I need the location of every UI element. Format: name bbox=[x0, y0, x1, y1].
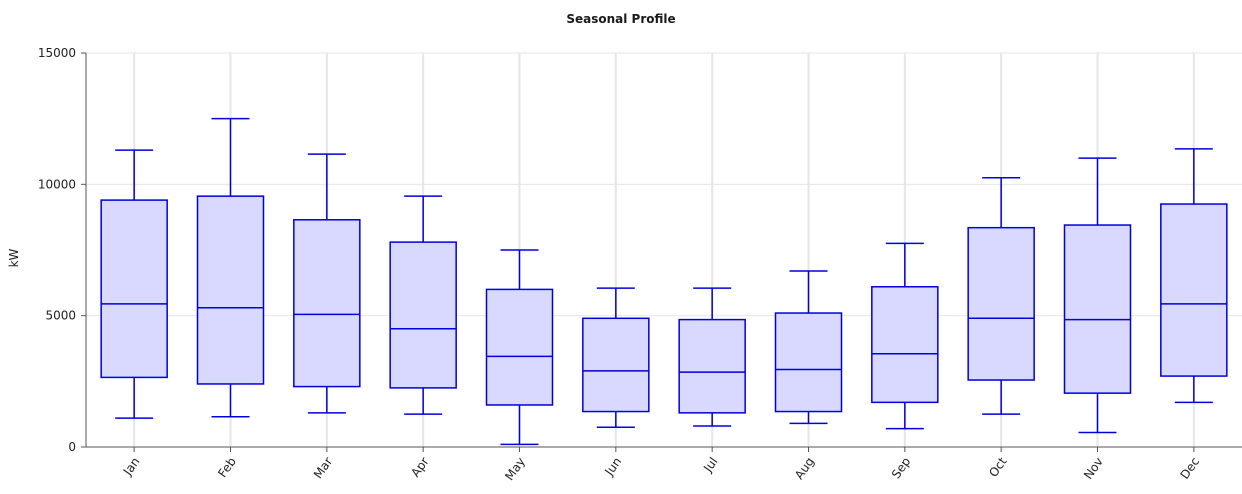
box-jun bbox=[582, 287, 650, 429]
x-tick-label: Feb bbox=[215, 455, 239, 480]
box-layer bbox=[100, 117, 1228, 446]
x-tick-label: Mar bbox=[311, 455, 335, 482]
box-nov bbox=[1063, 157, 1132, 434]
x-tick-label: Dec bbox=[1177, 455, 1202, 482]
x-tick-label: Oct bbox=[986, 454, 1010, 479]
y-axis-label: kW bbox=[7, 248, 21, 267]
x-tick-label: Aug bbox=[792, 455, 817, 482]
y-tick-label: 10000 bbox=[38, 177, 76, 191]
box-oct bbox=[967, 177, 1035, 415]
axis-layer bbox=[81, 52, 1242, 452]
iqr-box bbox=[196, 195, 265, 385]
box-mar bbox=[293, 153, 361, 414]
x-tick-label: Jan bbox=[120, 455, 143, 479]
x-tick-label: Jul bbox=[700, 455, 720, 476]
box-may bbox=[485, 249, 554, 446]
box-jul bbox=[678, 287, 746, 427]
box-jan bbox=[100, 149, 168, 419]
x-tick-label: Nov bbox=[1081, 455, 1106, 482]
iqr-box bbox=[967, 226, 1035, 381]
box-apr bbox=[389, 195, 457, 415]
x-tick-label: May bbox=[502, 455, 528, 483]
y-tick-label: 0 bbox=[68, 440, 76, 454]
iqr-box bbox=[100, 199, 168, 379]
y-tick-label: 15000 bbox=[38, 46, 76, 60]
chart-title: Seasonal Profile bbox=[566, 12, 676, 26]
iqr-box bbox=[774, 312, 843, 413]
x-tick-label: Sep bbox=[889, 455, 913, 482]
iqr-box bbox=[1063, 224, 1132, 394]
x-tick-label: Apr bbox=[408, 455, 431, 480]
iqr-box bbox=[1160, 203, 1228, 377]
box-feb bbox=[196, 117, 265, 418]
iqr-box bbox=[678, 318, 746, 414]
iqr-box bbox=[389, 241, 457, 389]
iqr-box bbox=[582, 317, 650, 413]
box-aug bbox=[774, 270, 843, 425]
box-dec bbox=[1160, 148, 1228, 404]
box-sep bbox=[871, 242, 939, 430]
iqr-box bbox=[485, 288, 554, 406]
iqr-box bbox=[293, 219, 361, 388]
iqr-box bbox=[871, 286, 939, 404]
y-tick-label: 5000 bbox=[45, 309, 76, 323]
x-tick-label: Jun bbox=[601, 455, 624, 479]
